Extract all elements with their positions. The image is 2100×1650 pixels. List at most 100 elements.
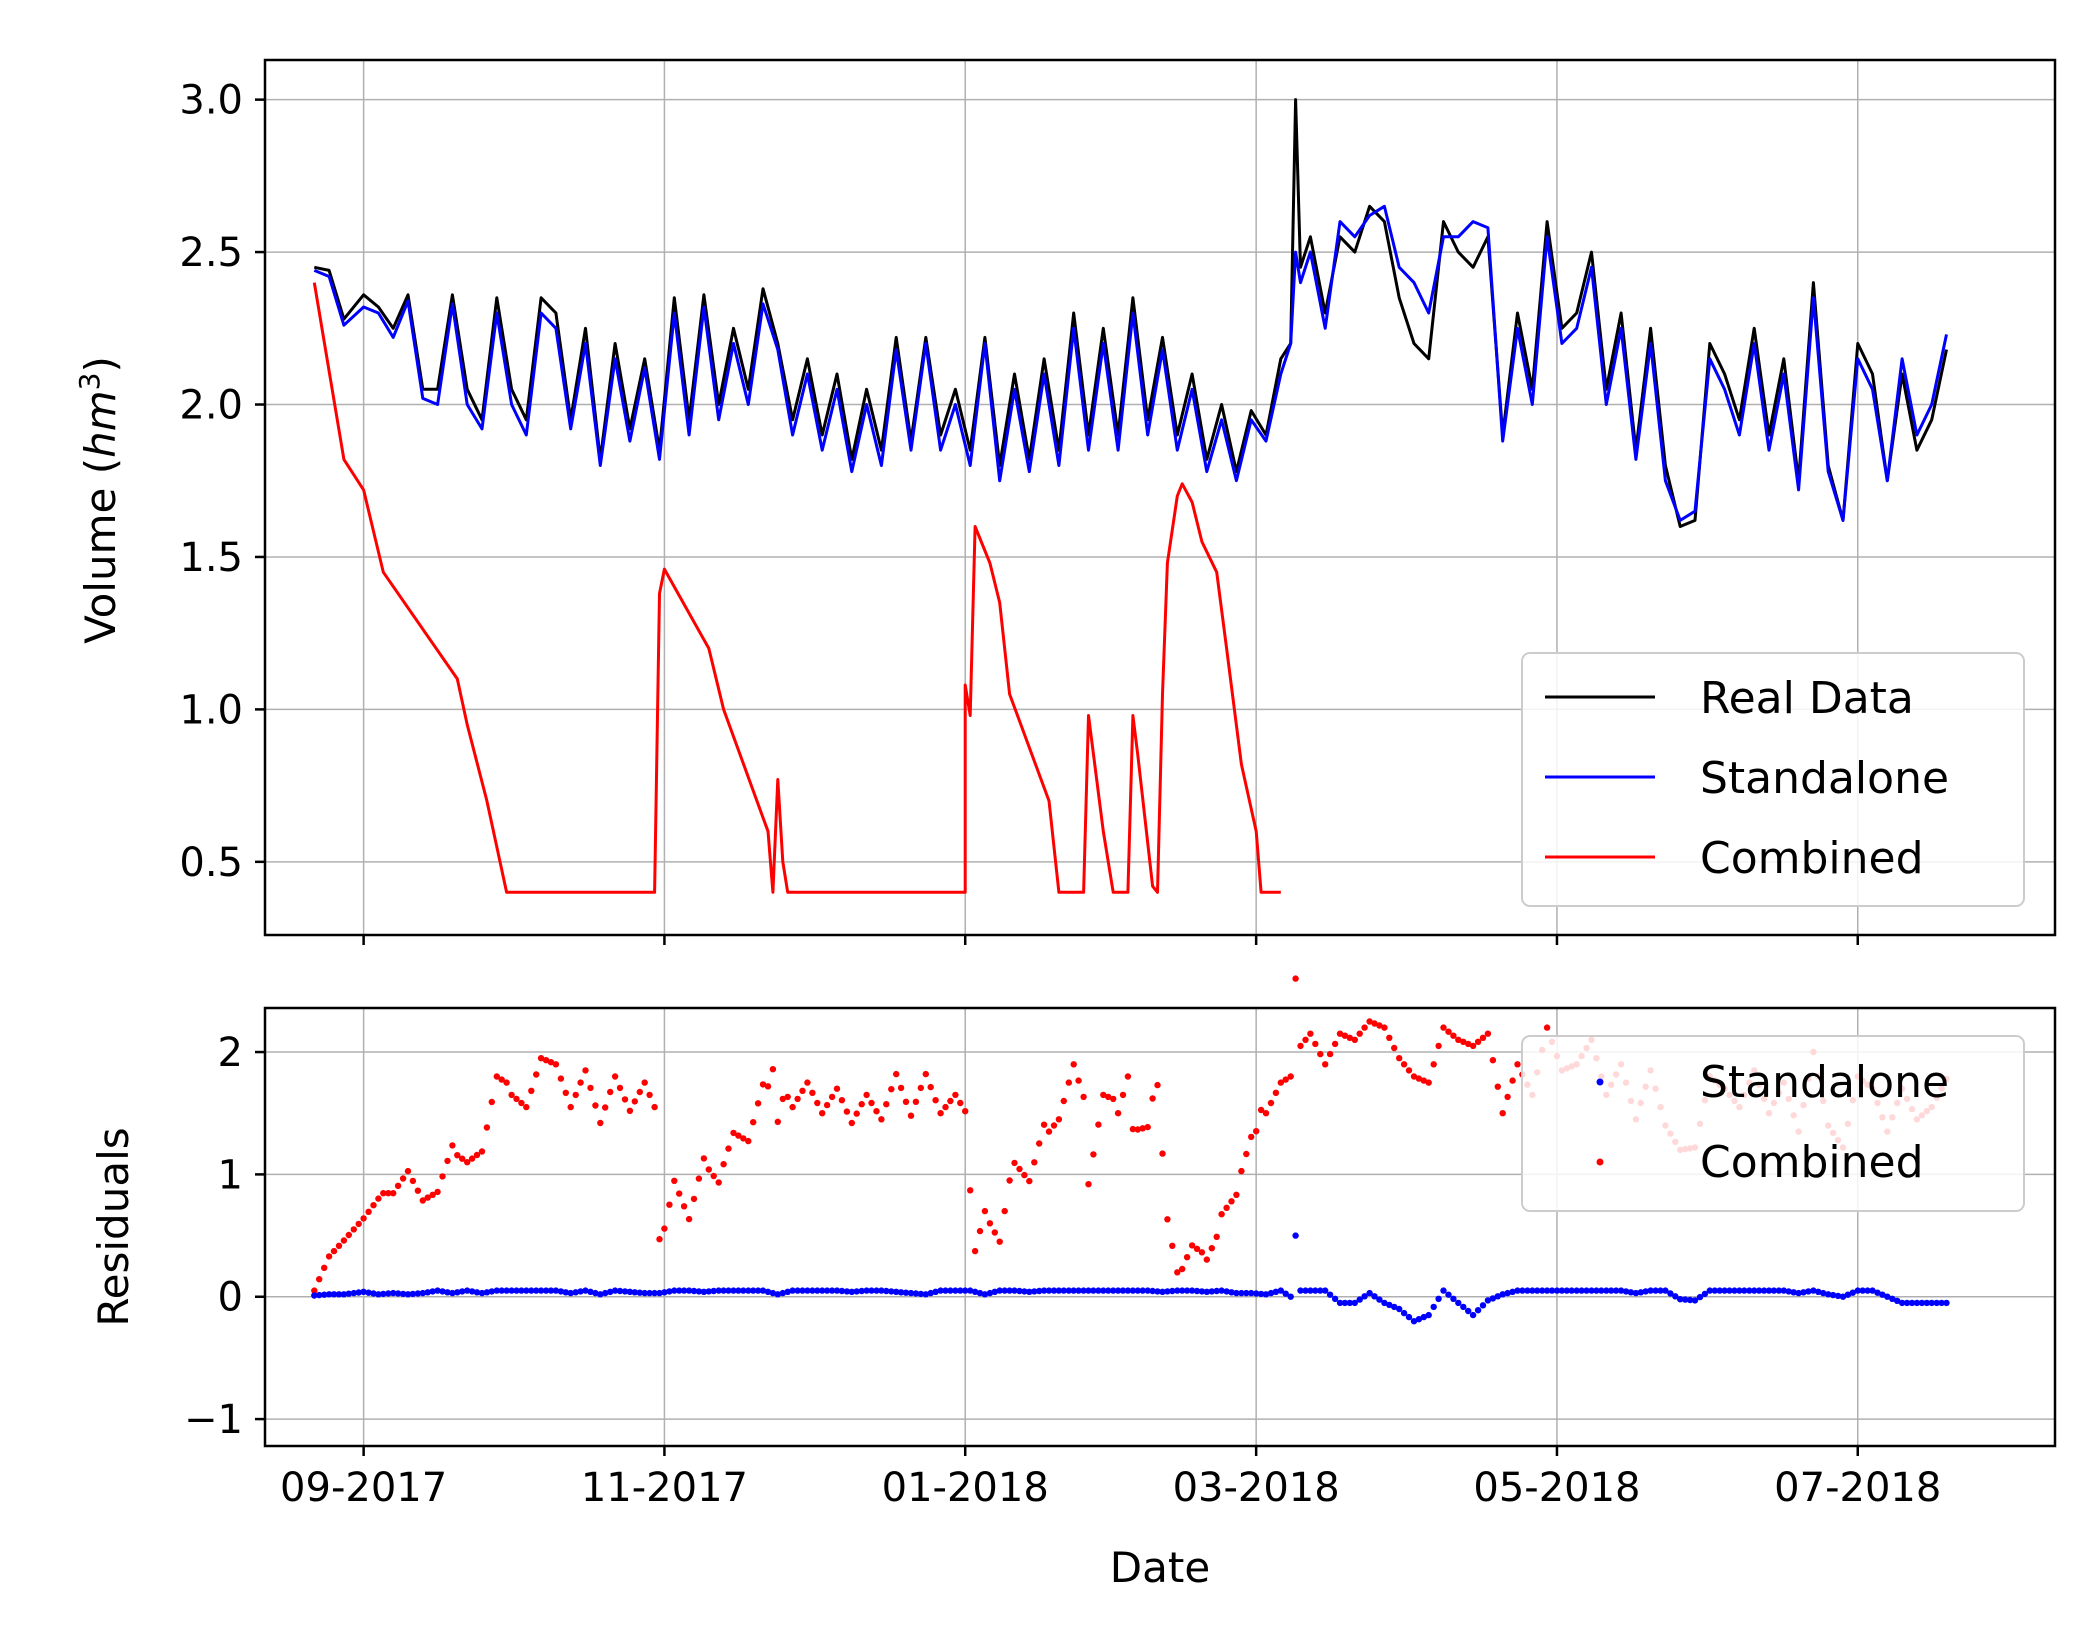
residual-point-combined: [1006, 1177, 1013, 1184]
residual-point-standalone: [769, 1289, 777, 1297]
residual-point-standalone: [1450, 1295, 1457, 1303]
residual-point-standalone: [1253, 1290, 1260, 1297]
residual-point-standalone: [893, 1288, 900, 1296]
residual-point-standalone: [1110, 1287, 1117, 1294]
y-tick-label: −1: [184, 1397, 243, 1443]
y-tick-label: 0: [218, 1275, 243, 1321]
residual-point-combined: [1213, 1233, 1220, 1241]
residual-point-combined: [1420, 1077, 1428, 1084]
residual-point-standalone: [1933, 1299, 1940, 1307]
residual-point-standalone: [1746, 1287, 1753, 1294]
residual-point-standalone: [375, 1291, 382, 1298]
residual-point-combined: [1149, 1095, 1156, 1102]
residual-point-standalone: [1193, 1287, 1201, 1295]
residual-point-standalone: [1751, 1287, 1758, 1294]
residual-point-combined: [1302, 1036, 1309, 1044]
residual-point-standalone: [1889, 1295, 1896, 1303]
residual-point-combined: [488, 1098, 495, 1106]
residual-point-combined: [912, 1098, 920, 1106]
residual-point-combined: [1494, 1083, 1502, 1090]
residual-point-combined: [582, 1067, 589, 1074]
residual-point-standalone: [547, 1287, 555, 1294]
residual-point-standalone: [745, 1287, 752, 1294]
residual-point-combined: [1223, 1204, 1230, 1212]
residual-point-standalone: [1105, 1287, 1112, 1294]
residual-point-combined: [1045, 1128, 1053, 1135]
residual-point-standalone: [330, 1291, 338, 1298]
residual-point-standalone: [419, 1289, 426, 1297]
residual-point-standalone: [1435, 1295, 1442, 1303]
residual-point-combined: [1040, 1121, 1048, 1128]
residual-point-standalone: [1307, 1287, 1314, 1294]
residual-point-combined: [902, 1098, 910, 1106]
residual-point-standalone: [1770, 1287, 1778, 1294]
residual-point-combined: [819, 1110, 826, 1117]
residual-point-standalone: [1050, 1287, 1058, 1294]
residual-point-combined: [1356, 1030, 1363, 1037]
residual-point-combined: [1198, 1249, 1206, 1256]
residual-point-standalone: [1262, 1291, 1270, 1298]
residual-point-standalone: [1617, 1287, 1625, 1294]
residual-point-standalone: [473, 1289, 481, 1296]
residual-point-standalone: [952, 1287, 959, 1294]
residual-point-standalone: [774, 1291, 781, 1298]
residual-point-standalone: [1908, 1299, 1916, 1307]
residual-point-standalone: [1815, 1288, 1822, 1296]
residual-point-standalone: [562, 1289, 569, 1296]
legend-marker-combined: [1596, 1158, 1604, 1166]
residual-point-standalone: [1095, 1287, 1102, 1294]
residual-point-combined: [1312, 1040, 1319, 1048]
residual-point-standalone: [661, 1289, 668, 1296]
residual-point-standalone: [1322, 1287, 1329, 1294]
residual-point-standalone: [1139, 1287, 1146, 1294]
residual-point-combined: [330, 1247, 338, 1255]
residual-point-standalone: [750, 1287, 757, 1294]
legend-label-standalone: Standalone: [1700, 753, 1949, 804]
residual-point-standalone: [1248, 1289, 1255, 1297]
residual-point-standalone: [1011, 1287, 1018, 1294]
residual-point-combined: [1391, 1044, 1398, 1052]
residual-point-combined: [1253, 1128, 1260, 1135]
residual-point-combined: [1331, 1040, 1339, 1048]
residual-point-combined: [424, 1194, 431, 1201]
residual-point-combined: [676, 1190, 683, 1197]
residual-point-standalone: [715, 1287, 722, 1294]
residual-point-standalone: [542, 1287, 550, 1294]
residual-point-standalone: [537, 1287, 545, 1294]
y-tick-label: 2: [218, 1030, 243, 1076]
residual-point-standalone: [1213, 1287, 1220, 1295]
y-tick-label: 0.5: [179, 840, 243, 886]
residual-point-standalone: [858, 1287, 865, 1295]
volume-y-axis-label: Volume (hm3): [73, 356, 125, 644]
residual-point-combined: [1050, 1122, 1058, 1129]
residual-point-combined: [1287, 1073, 1294, 1080]
residual-point-combined: [1248, 1133, 1255, 1141]
residual-point-standalone: [631, 1289, 638, 1296]
residual-point-combined: [838, 1097, 846, 1104]
residual-point-standalone: [799, 1287, 806, 1294]
residual-point-standalone: [942, 1287, 949, 1294]
residual-point-combined: [439, 1173, 446, 1180]
residual-point-combined: [340, 1237, 348, 1244]
residual-point-standalone: [498, 1287, 505, 1294]
residual-point-standalone: [1361, 1293, 1368, 1300]
residual-point-standalone: [1312, 1287, 1319, 1294]
residual-point-standalone: [1913, 1299, 1921, 1307]
residual-point-combined: [1110, 1095, 1117, 1103]
residual-point-standalone: [1460, 1303, 1467, 1311]
residual-point-standalone: [1923, 1299, 1931, 1307]
residual-point-standalone: [360, 1288, 367, 1296]
residual-point-standalone: [1898, 1299, 1906, 1307]
residual-point-standalone: [483, 1289, 491, 1296]
residual-point-standalone: [1696, 1293, 1704, 1301]
residual-point-standalone: [1129, 1287, 1137, 1294]
residual-point-combined: [464, 1159, 471, 1166]
residual-point-standalone: [1563, 1287, 1571, 1294]
residual-point-standalone: [1805, 1288, 1812, 1295]
residual-point-combined: [1075, 1077, 1082, 1084]
residual-point-standalone: [878, 1287, 885, 1294]
residual-point-standalone: [833, 1287, 841, 1294]
residual-point-standalone: [730, 1287, 737, 1294]
residual-point-combined: [345, 1231, 352, 1239]
residual-point-standalone: [611, 1287, 619, 1294]
